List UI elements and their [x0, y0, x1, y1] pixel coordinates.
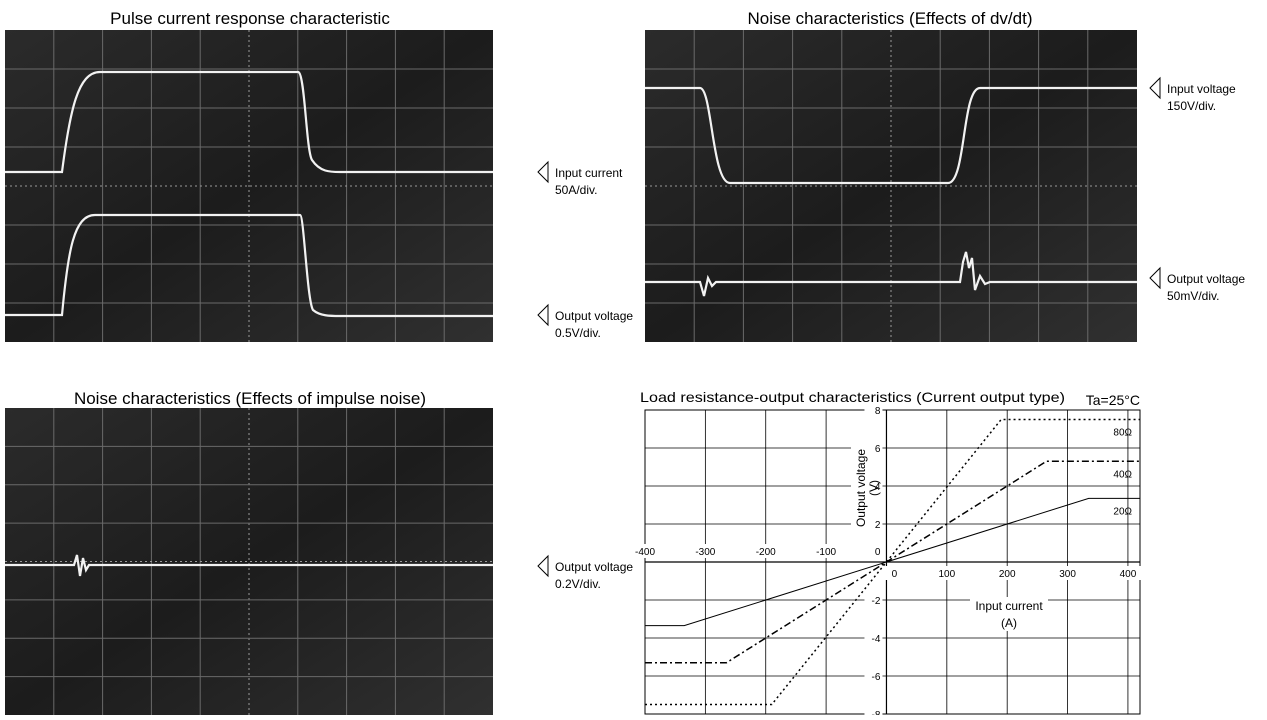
tick-label-bg [864, 593, 883, 607]
chart-title: Load resistance-output characteristics (… [640, 389, 1065, 405]
trace-label: Output voltage [555, 560, 633, 574]
panel-title: Pulse current response characteristic [110, 9, 390, 28]
series-label: 80Ω [1113, 428, 1132, 439]
x-tick-label: 300 [1059, 569, 1076, 580]
y-tick-label: -4 [872, 634, 881, 645]
x-tick-label: 0 [892, 569, 898, 580]
x-tick-label: -100 [816, 547, 836, 558]
y-tick-label: 6 [875, 444, 881, 455]
trace-scale: 50A/div. [555, 183, 597, 197]
axis-label-bg [970, 597, 1048, 631]
series-line [645, 497, 1140, 627]
chart: -400 -300 -200 -100 0 100 200 300 400 -8 -6 -4 -2 0 2 4… [631, 403, 1142, 720]
trace-label: Input voltage [1167, 82, 1236, 96]
y-axis-label: Output voltage [854, 449, 868, 527]
axis-label-bg [851, 445, 869, 530]
y-tick-label: -2 [872, 596, 881, 607]
series-label: 20Ω [1113, 506, 1132, 517]
x-tick-label: -200 [756, 547, 776, 558]
scope-trace [5, 213, 493, 318]
x-tick-label: 200 [999, 569, 1016, 580]
x-axis-label: (A) [1001, 616, 1017, 630]
y-axis-label: (V) [867, 480, 881, 496]
trace-label: Output voltage [555, 309, 633, 323]
tick-label-bg [1113, 566, 1142, 580]
x-tick-label: 100 [938, 569, 955, 580]
tick-label-bg [932, 566, 961, 580]
labels [537, 76, 1161, 578]
trace-label: Input current [555, 166, 623, 180]
series-label: 40Ω [1113, 469, 1132, 480]
tick-label-bg [993, 566, 1022, 580]
scope-trace [645, 251, 1137, 297]
x-tick-label: -400 [635, 547, 655, 558]
tick-label-bg [1053, 566, 1082, 580]
trace-scale: 0.2V/div. [555, 577, 601, 591]
panel-title: Noise characteristics (Effects of impuls… [74, 389, 426, 408]
trace-scale: 150V/div. [1167, 99, 1216, 113]
x-axis-label: Input current [975, 599, 1043, 613]
tick-label-bg [864, 403, 883, 417]
scope-trace [5, 554, 493, 577]
trace-label: Output voltage [1167, 272, 1245, 286]
trace-scale: 0.5V/div. [555, 326, 601, 340]
tick-label-bg [751, 544, 780, 558]
y-tick-label: 0 [875, 547, 881, 558]
scopes [5, 30, 1137, 715]
tick-label-bg [691, 544, 720, 558]
tick-label-bg [872, 566, 901, 580]
tick-label-bg [864, 669, 883, 683]
x-tick-label: 400 [1120, 569, 1137, 580]
trace-scale: 50mV/div. [1167, 289, 1219, 303]
annotation: Ta=25°C [1086, 392, 1140, 408]
panel-title: Noise characteristics (Effects of dv/dt) [747, 9, 1032, 28]
y-tick-label: 4 [875, 482, 881, 493]
y-tick-label: -6 [872, 672, 881, 683]
tick-label-bg [812, 544, 841, 558]
scope-trace [5, 70, 493, 174]
scope-trace [645, 86, 1137, 185]
tick-label-bg [864, 631, 883, 645]
y-tick-label: 2 [875, 520, 881, 531]
tick-label-bg [631, 544, 659, 558]
y-tick-label: 8 [875, 406, 881, 417]
y-tick-label: -8 [872, 710, 881, 715]
x-tick-label: -300 [695, 547, 715, 558]
